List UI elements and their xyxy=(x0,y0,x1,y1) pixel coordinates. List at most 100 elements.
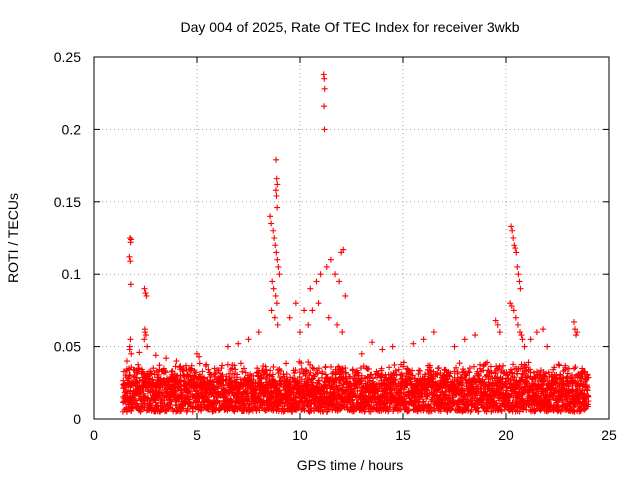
baseline-point xyxy=(474,392,481,399)
baseline-point xyxy=(152,397,159,404)
baseline-point xyxy=(585,393,592,400)
data-point xyxy=(336,278,343,285)
data-point xyxy=(272,187,279,194)
baseline-point xyxy=(584,392,591,399)
baseline-point xyxy=(392,367,399,374)
data-point xyxy=(511,242,518,249)
baseline-point xyxy=(261,400,268,407)
baseline-point xyxy=(571,365,578,372)
axis-ticks: 0 5 10 15 20 25 0 0.05 0.1 0.15 0.2 0.25 xyxy=(54,49,617,443)
data-point xyxy=(136,349,143,356)
data-point xyxy=(273,175,280,182)
baseline-point xyxy=(493,382,500,389)
data-point xyxy=(272,292,279,299)
data-point xyxy=(321,75,328,82)
data-point xyxy=(519,336,526,343)
data-point xyxy=(142,332,149,339)
baseline-point xyxy=(378,365,385,372)
data-point xyxy=(276,271,283,278)
baseline-point xyxy=(177,363,184,370)
data-point xyxy=(126,253,133,260)
baseline-point xyxy=(551,364,558,371)
baseline-point xyxy=(283,360,290,367)
baseline-point xyxy=(555,361,562,368)
baseline-point xyxy=(562,364,569,371)
data-point xyxy=(573,332,580,339)
baseline-point xyxy=(492,370,499,377)
baseline-point xyxy=(571,378,578,385)
baseline-point xyxy=(510,361,517,368)
baseline-point xyxy=(434,370,441,377)
data-point xyxy=(510,235,517,241)
data-point xyxy=(358,350,365,357)
baseline-point xyxy=(342,365,349,372)
data-point xyxy=(301,307,308,314)
x-tick-label: 20 xyxy=(498,427,514,443)
baseline-point xyxy=(232,366,239,373)
data-point xyxy=(123,358,130,365)
baseline-point xyxy=(150,365,157,372)
data-point xyxy=(313,278,320,285)
baseline-point xyxy=(338,405,345,412)
baseline-point xyxy=(445,379,452,386)
baseline-point xyxy=(205,394,212,401)
data-point xyxy=(141,326,148,333)
data-point xyxy=(126,346,133,353)
baseline-point xyxy=(198,407,205,414)
baseline-point xyxy=(135,365,142,372)
data-point xyxy=(274,204,281,211)
baseline-point xyxy=(579,365,586,372)
baseline-point xyxy=(422,371,429,378)
baseline-point xyxy=(570,407,577,414)
data-point xyxy=(533,329,540,336)
y-tick-label: 0.15 xyxy=(54,194,81,210)
baseline-point xyxy=(475,408,482,415)
baseline-point xyxy=(402,398,409,405)
data-point xyxy=(321,126,328,133)
baseline-point xyxy=(399,372,406,379)
baseline-point xyxy=(435,364,442,371)
baseline-point xyxy=(222,387,229,394)
baseline-point xyxy=(454,386,461,393)
baseline-point xyxy=(231,362,238,369)
baseline-point xyxy=(303,367,310,374)
baseline-point xyxy=(553,372,560,379)
baseline-point xyxy=(504,396,511,403)
baseline-point xyxy=(292,367,299,374)
y-tick-label: 0 xyxy=(73,411,81,427)
baseline-point xyxy=(442,391,449,398)
baseline-point xyxy=(504,372,511,379)
baseline-point xyxy=(494,374,501,381)
x-tick-label: 10 xyxy=(292,427,308,443)
baseline-point xyxy=(208,372,215,379)
baseline-point xyxy=(186,387,193,394)
baseline-point xyxy=(407,378,414,385)
data-point xyxy=(334,321,341,328)
baseline-point xyxy=(465,407,472,414)
data-point xyxy=(509,227,516,234)
baseline-point xyxy=(400,363,407,370)
data-point xyxy=(271,235,278,241)
data-point xyxy=(514,263,521,270)
baseline-point xyxy=(218,365,225,372)
data-point xyxy=(273,300,280,307)
baseline-point xyxy=(267,400,274,407)
baseline-point xyxy=(463,372,470,379)
baseline-point xyxy=(328,382,335,389)
data-point xyxy=(196,353,203,360)
baseline-point xyxy=(525,359,532,366)
data-point xyxy=(270,285,277,292)
data-point xyxy=(327,256,334,263)
baseline-point xyxy=(395,366,402,373)
baseline-point xyxy=(307,369,314,376)
baseline-point xyxy=(509,369,516,376)
baseline-point xyxy=(168,368,175,375)
data-point xyxy=(163,355,170,362)
baseline-point xyxy=(242,369,249,376)
data-point xyxy=(515,271,522,278)
baseline-point xyxy=(126,372,133,379)
baseline-point xyxy=(470,363,477,370)
x-axis-label: GPS time / hours xyxy=(297,457,404,473)
baseline-point xyxy=(237,360,244,367)
